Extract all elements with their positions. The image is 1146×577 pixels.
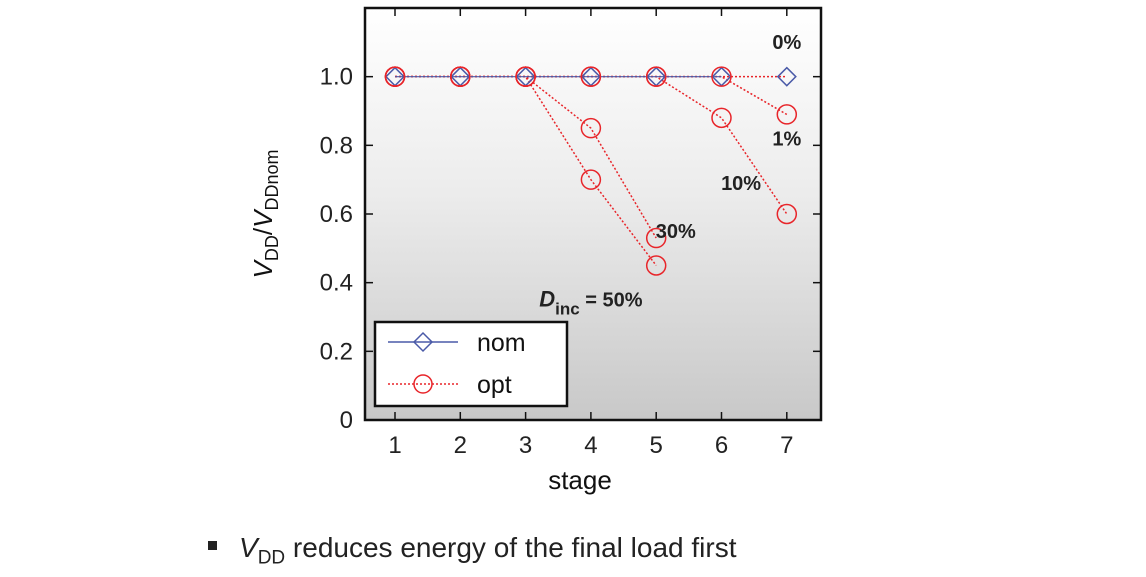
x-tick-label: 2 — [454, 432, 467, 459]
opt-point-50pct — [450, 66, 471, 87]
opt-point-1pct — [711, 66, 732, 87]
x-tick-label: 1 — [388, 432, 401, 459]
opt-point-10pct — [776, 203, 798, 225]
svg-text:VDD/VDDnom: VDD/VDDnom — [248, 150, 282, 279]
bullet-vdd-symbol: V — [239, 532, 258, 563]
y-tick-label: 0.6 — [320, 201, 353, 228]
legend-opt-marker — [413, 374, 433, 394]
ylabel-main: V — [248, 258, 278, 278]
opt-point-1pct — [776, 104, 798, 125]
annotation-label: 10% — [721, 173, 761, 195]
x-tick-label: 7 — [780, 432, 793, 459]
annotation-label: 0% — [772, 32, 801, 54]
annotation-label: 1% — [772, 128, 801, 150]
opt-point-10pct — [711, 107, 732, 129]
axis-ticks: 0 0.2 0.4 0.6 0.8 1.0 1 2 3 4 5 6 7 — [320, 8, 821, 459]
series-markers — [384, 66, 798, 276]
opt-point-10pct — [580, 66, 602, 87]
bullet-text: reduces energy of the final load first — [285, 532, 737, 563]
legend: nom opt — [373, 320, 569, 408]
ylabel-denom-sub: DDnom — [262, 150, 282, 211]
annotation-label: 30% — [656, 221, 696, 243]
bullet-vdd-subscript: DD — [257, 547, 286, 569]
x-tick-label: 6 — [715, 432, 728, 459]
y-tick-label: 0.8 — [320, 132, 353, 159]
bullet-square — [208, 541, 217, 551]
opt-point-50pct — [515, 66, 536, 87]
legend-opt-label: opt — [477, 371, 512, 399]
nom-point — [776, 66, 797, 87]
chart: 0 0.2 0.4 0.6 0.8 1.0 1 2 3 4 5 6 7 0% 1% 10% 30% Dinc =… — [248, 6, 823, 495]
x-tick-label: 5 — [650, 432, 663, 459]
x-tick-label: 4 — [584, 432, 597, 459]
legend-nom-marker — [412, 331, 434, 353]
series-lines — [395, 75, 788, 266]
opt-point-10pct — [645, 66, 667, 87]
y-tick-label: 0.2 — [320, 338, 353, 365]
y-tick-label: 1.0 — [320, 64, 353, 91]
y-tick-label: 0.4 — [320, 270, 353, 297]
x-axis-label: stage — [548, 465, 612, 495]
annotations: 0% 1% 10% 30% Dinc = 50% — [539, 32, 801, 319]
y-axis-label: VDD/VDDnom — [248, 150, 282, 279]
x-tick-label: 3 — [519, 432, 532, 459]
ylabel-main-sub: DD — [262, 235, 282, 261]
opt-line-30pct — [395, 75, 657, 239]
y-tick-label: 0 — [340, 407, 353, 434]
opt-point-30pct — [645, 227, 667, 249]
opt-line-50pct — [395, 75, 657, 266]
bullet-point: VDD reduces energy of the final load fir… — [208, 534, 737, 568]
legend-nom-label: nom — [477, 329, 526, 357]
annotation-label: Dinc = 50% — [539, 287, 642, 319]
opt-point-50pct — [384, 66, 406, 87]
opt-point-50pct — [645, 255, 667, 276]
ylabel-denom: V — [248, 208, 278, 228]
ylabel-sep: / — [248, 227, 278, 235]
opt-point-50pct — [580, 169, 602, 190]
opt-point-30pct — [580, 117, 602, 139]
